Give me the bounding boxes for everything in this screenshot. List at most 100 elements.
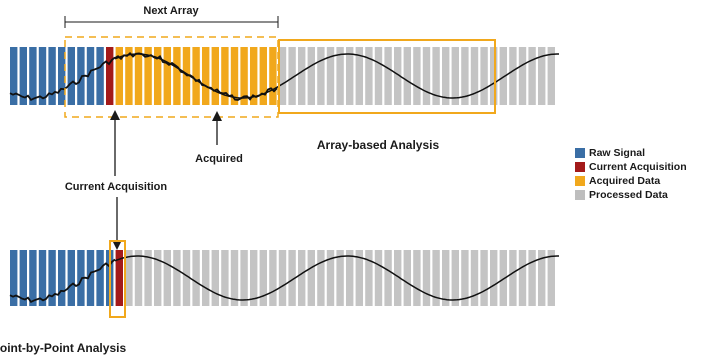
point-by-point-analysis-label: Point-by-Point Analysis (0, 341, 126, 355)
sample-bar (67, 250, 75, 306)
sample-bar (490, 250, 498, 306)
sample-bar (346, 250, 354, 306)
sample-bar (211, 47, 219, 105)
sample-bar (125, 250, 133, 306)
sample-bar (394, 250, 402, 306)
sample-bar (317, 47, 325, 105)
sample-bar (490, 47, 498, 105)
sample-bar (278, 250, 287, 306)
legend-swatch-raw (575, 148, 585, 158)
sample-bar (528, 250, 536, 306)
legend-label-raw: Raw Signal (589, 147, 646, 159)
sample-bar (144, 47, 152, 105)
sample-bar (518, 47, 527, 105)
current-acquisition-up-arrow (110, 110, 120, 176)
sample-bar (134, 250, 143, 306)
legend-item-acquired: Acquired Data (575, 174, 687, 188)
sample-bar (365, 47, 373, 105)
sample-bar (499, 250, 507, 306)
signal-waveform (114, 255, 559, 301)
sample-bar (403, 250, 411, 306)
raw-signal-trace (9, 56, 116, 102)
sample-bar (106, 47, 114, 105)
current-acquisition-label: Current Acquisition (65, 181, 168, 193)
next-array-label: Next Array (143, 5, 199, 17)
sample-bar (518, 250, 527, 306)
legend-item-raw: Raw Signal (575, 146, 687, 160)
sample-bar (499, 47, 507, 105)
sample-bar (230, 250, 239, 306)
sample-bar (125, 47, 133, 105)
sample-bar (365, 250, 373, 306)
sample-bar (173, 250, 181, 306)
sample-bar (58, 47, 66, 105)
sample-bar (10, 47, 18, 105)
sample-bar (19, 250, 27, 306)
sample-bar (144, 250, 152, 306)
sample-bar (374, 47, 383, 105)
sample-bar (298, 250, 306, 306)
sample-bar (77, 250, 85, 306)
sample-bar (115, 250, 123, 306)
sample-bar (384, 250, 392, 306)
sample-bar (394, 47, 402, 105)
sample-bar (355, 47, 363, 105)
sample-bar (154, 250, 162, 306)
sample-bar (38, 250, 47, 306)
processed-array-frame (278, 39, 496, 114)
point-highlight-frame (109, 240, 126, 318)
sample-bar (67, 47, 75, 105)
sample-bar (432, 47, 440, 105)
sample-bar (58, 250, 66, 306)
sample-bar (29, 250, 37, 306)
sample-bar (96, 47, 104, 105)
sample-bar (48, 47, 56, 105)
sample-bar (202, 47, 210, 105)
sample-bar (192, 47, 200, 105)
legend-item-processed: Processed Data (575, 188, 687, 202)
sample-bar (451, 47, 459, 105)
sample-bar (413, 250, 421, 306)
point-by-point-strip (9, 250, 559, 306)
sample-bar (29, 47, 37, 105)
sample-bar (442, 250, 450, 306)
sample-bar (480, 47, 488, 105)
sample-bar (86, 47, 95, 105)
sample-bar (442, 47, 450, 105)
sample-bar (250, 250, 258, 306)
sample-bar (240, 47, 248, 105)
raw-signal-trace (9, 258, 116, 304)
sample-bar (250, 47, 258, 105)
sample-bar (547, 250, 555, 306)
sample-bar (422, 250, 431, 306)
sample-bar (211, 250, 219, 306)
sample-bar (240, 250, 248, 306)
sample-bar (163, 250, 171, 306)
sample-bar (336, 47, 344, 105)
sample-bar (451, 250, 459, 306)
acquired-arrow (212, 111, 222, 145)
array-based-strip (9, 47, 559, 105)
sample-bar (173, 47, 181, 105)
sample-bar (298, 47, 306, 105)
sample-bar (221, 250, 229, 306)
sample-bar (288, 250, 296, 306)
sample-bar (154, 47, 162, 105)
sample-bar (96, 250, 104, 306)
sample-bar (307, 47, 315, 105)
sample-bar (509, 47, 517, 105)
sample-bar (355, 250, 363, 306)
sample-bar (86, 250, 95, 306)
sample-bar (432, 250, 440, 306)
legend: Raw Signal Current Acquisition Acquired … (575, 146, 687, 202)
sample-bar (384, 47, 392, 105)
sample-bar (182, 250, 191, 306)
sample-bar (403, 47, 411, 105)
legend-label-current: Current Acquisition (589, 161, 687, 173)
acquired-label: Acquired (195, 153, 243, 165)
sample-bar (19, 47, 27, 105)
sample-bar (538, 250, 546, 306)
sample-bar (77, 47, 85, 105)
sample-bar (336, 250, 344, 306)
